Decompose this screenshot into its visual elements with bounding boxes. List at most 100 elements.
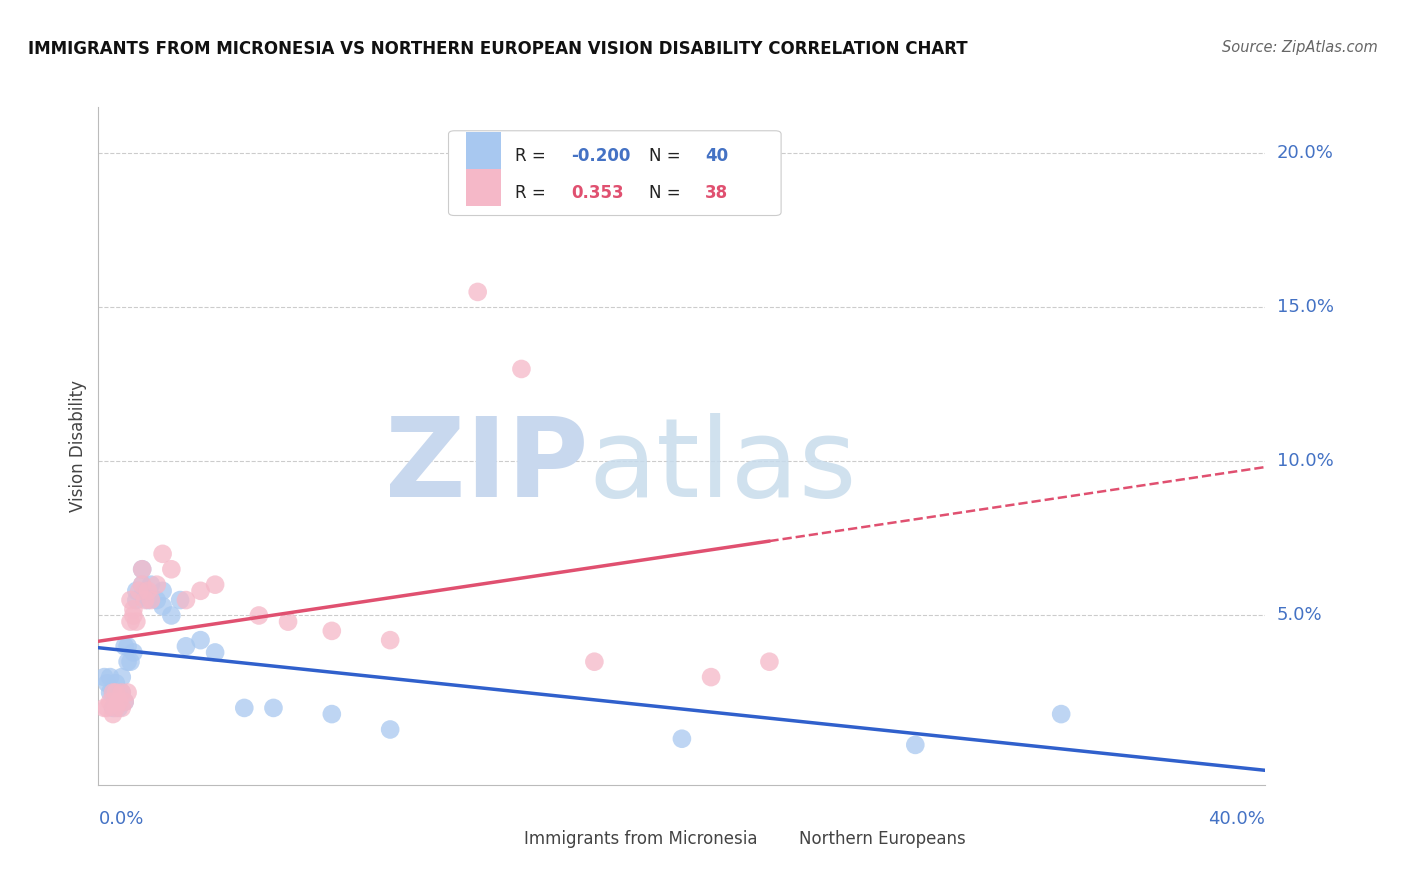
Point [131, 577, 153, 591]
Point [128, 583, 150, 598]
Point [247, 608, 270, 623]
Point [98, 670, 121, 684]
Text: atlas: atlas [589, 413, 858, 520]
Point [758, 655, 780, 669]
Point [904, 738, 927, 752]
Point [108, 695, 131, 709]
Point [169, 593, 191, 607]
Point [98, 685, 121, 699]
Point [96, 676, 118, 690]
Point [160, 608, 183, 623]
Text: 40.0%: 40.0% [1209, 810, 1265, 828]
Point [174, 593, 197, 607]
Text: R =: R = [515, 147, 551, 165]
Point [93, 701, 115, 715]
Point [380, 633, 402, 648]
Point [131, 577, 153, 591]
Point [139, 577, 162, 591]
Point [117, 655, 139, 669]
Point [146, 593, 169, 607]
Point [583, 655, 606, 669]
Point [1050, 707, 1073, 722]
Point [467, 285, 489, 299]
Point [152, 583, 174, 598]
Point [101, 701, 124, 715]
Text: 0.0%: 0.0% [98, 810, 143, 828]
Point [321, 707, 343, 722]
Text: 0.353: 0.353 [571, 184, 624, 202]
Point [104, 701, 127, 715]
Point [321, 624, 343, 638]
Point [125, 615, 148, 629]
Point [136, 593, 159, 607]
Point [190, 583, 212, 598]
Bar [484, 827, 516, 851]
Point [125, 593, 148, 607]
Point [120, 593, 142, 607]
FancyBboxPatch shape [449, 131, 782, 216]
Text: 20.0%: 20.0% [1277, 145, 1333, 162]
Text: -0.200: -0.200 [571, 147, 630, 165]
Point [98, 695, 121, 709]
Text: IMMIGRANTS FROM MICRONESIA VS NORTHERN EUROPEAN VISION DISABILITY CORRELATION CH: IMMIGRANTS FROM MICRONESIA VS NORTHERN E… [28, 40, 967, 58]
Point [510, 362, 533, 376]
Point [146, 577, 169, 591]
Point [190, 633, 212, 648]
Point [671, 731, 693, 746]
Text: R =: R = [515, 184, 551, 202]
Point [93, 670, 115, 684]
Point [380, 723, 402, 737]
Point [111, 685, 134, 699]
Point [136, 583, 159, 598]
Point [96, 701, 118, 715]
Point [114, 640, 136, 654]
Text: N =: N = [650, 147, 686, 165]
Point [111, 685, 134, 699]
Text: 15.0%: 15.0% [1277, 298, 1333, 317]
Point [120, 655, 142, 669]
Text: 5.0%: 5.0% [1277, 607, 1322, 624]
Point [131, 562, 153, 576]
Point [233, 701, 256, 715]
Bar [465, 132, 501, 169]
Point [700, 670, 723, 684]
Point [101, 685, 124, 699]
Point [122, 602, 145, 616]
Point [277, 615, 299, 629]
Point [108, 701, 131, 715]
Text: Immigrants from Micronesia: Immigrants from Micronesia [524, 830, 758, 847]
Point [139, 593, 162, 607]
Text: N =: N = [650, 184, 686, 202]
Point [104, 676, 127, 690]
Point [131, 562, 153, 576]
Y-axis label: Vision Disability: Vision Disability [69, 380, 87, 512]
Point [101, 707, 124, 722]
Point [111, 701, 134, 715]
Point [104, 685, 127, 699]
Point [204, 645, 226, 659]
Point [174, 640, 197, 654]
Point [108, 685, 131, 699]
Point [101, 685, 124, 699]
Point [152, 599, 174, 614]
Point [117, 640, 139, 654]
Text: Northern Europeans: Northern Europeans [799, 830, 966, 847]
Point [160, 562, 183, 576]
Point [262, 701, 284, 715]
Bar [758, 827, 790, 851]
Point [120, 615, 142, 629]
Text: Source: ZipAtlas.com: Source: ZipAtlas.com [1222, 40, 1378, 55]
Text: 40: 40 [706, 147, 728, 165]
Point [204, 577, 226, 591]
Point [122, 608, 145, 623]
Text: ZIP: ZIP [385, 413, 589, 520]
Point [114, 695, 136, 709]
Point [134, 583, 156, 598]
Point [152, 547, 174, 561]
Point [114, 695, 136, 709]
Bar [465, 169, 501, 206]
Text: 10.0%: 10.0% [1277, 452, 1333, 470]
Point [134, 593, 156, 607]
Text: 38: 38 [706, 184, 728, 202]
Point [117, 685, 139, 699]
